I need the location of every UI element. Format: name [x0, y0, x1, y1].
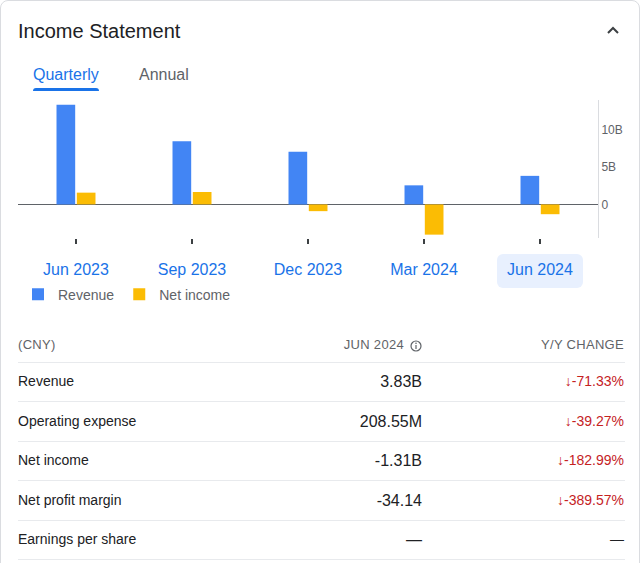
svg-text:0: 0	[601, 198, 608, 212]
svg-text:Revenue: Revenue	[58, 287, 114, 303]
html-text:↓-39.27%: ↓-39.27%	[564, 412, 624, 429]
html-text:Income Statement: Income Statement	[18, 20, 181, 42]
svg-text:Jun 2024: Jun 2024	[507, 261, 573, 278]
svg-text:Dec 2023: Dec 2023	[274, 261, 343, 278]
svg-text:10B: 10B	[601, 123, 622, 137]
html-text:3.83B: 3.83B	[380, 373, 422, 390]
svg-text:5B: 5B	[601, 160, 616, 174]
html-text:↓-182.99%: ↓-182.99%	[557, 452, 624, 468]
html-text:Earnings per share: Earnings per share	[18, 531, 137, 547]
html-text:JUN 2024: JUN 2024	[343, 337, 404, 352]
svg-text:Mar 2024: Mar 2024	[390, 261, 458, 278]
html-text:Annual: Annual	[139, 66, 189, 83]
html-text:Y/Y CHANGE: Y/Y CHANGE	[541, 337, 624, 352]
svg-text:Sep 2023: Sep 2023	[158, 261, 227, 278]
html-text:Net income: Net income	[18, 452, 89, 468]
html-text:Operating expense: Operating expense	[18, 412, 137, 429]
html-text:Revenue: Revenue	[18, 373, 74, 389]
html-text:Net profit margin: Net profit margin	[18, 491, 122, 508]
html-text:(CNY): (CNY)	[18, 337, 56, 352]
html-text:-1.31B: -1.31B	[374, 452, 422, 469]
html-text:↓-71.33%: ↓-71.33%	[564, 373, 624, 389]
svg-text:Jun 2023: Jun 2023	[43, 261, 109, 278]
svg-text:Net income: Net income	[159, 287, 230, 303]
html-text:↓-389.57%: ↓-389.57%	[557, 491, 624, 508]
html-text:208.55M: 208.55M	[359, 412, 422, 430]
html-text:-34.14: -34.14	[376, 491, 422, 509]
html-text:Quarterly: Quarterly	[33, 66, 99, 83]
